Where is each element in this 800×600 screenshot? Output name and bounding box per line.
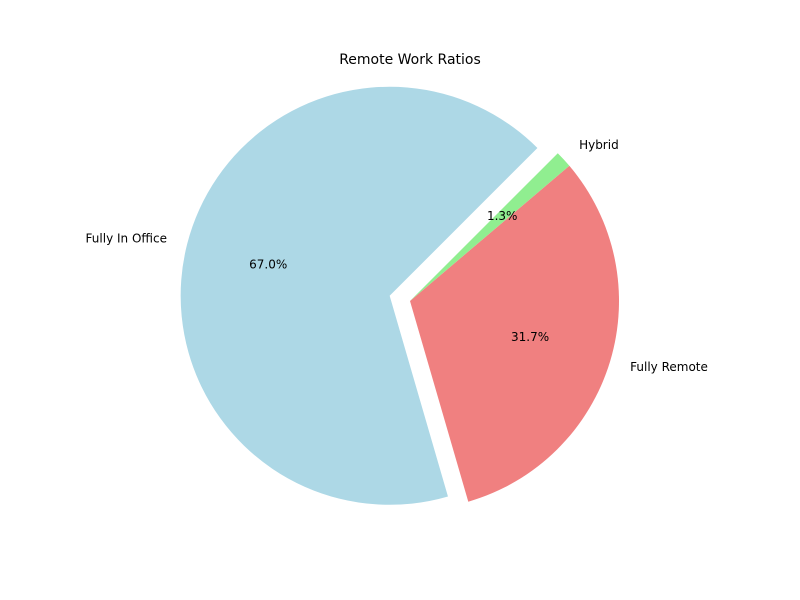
slice-label-hybrid: Hybrid (579, 138, 619, 152)
pie-labels: Fully In Office 67.0% Fully Remote 31.7% Hyb… (86, 138, 708, 374)
pie-slice-fully-remote (410, 165, 619, 502)
slice-percent-fully-in-office: 67.0% (249, 258, 287, 272)
pie-slice-hybrid (410, 153, 570, 301)
slice-percent-fully-remote: 31.7% (511, 330, 549, 344)
pie-slice-fully-in-office (180, 86, 538, 505)
slice-percent-hybrid: 1.3% (487, 209, 518, 223)
pie-slices (180, 86, 619, 505)
slice-label-fully-in-office: Fully In Office (86, 232, 167, 246)
slice-label-fully-remote: Fully Remote (630, 360, 708, 374)
chart-title: Remote Work Ratios (339, 52, 481, 68)
